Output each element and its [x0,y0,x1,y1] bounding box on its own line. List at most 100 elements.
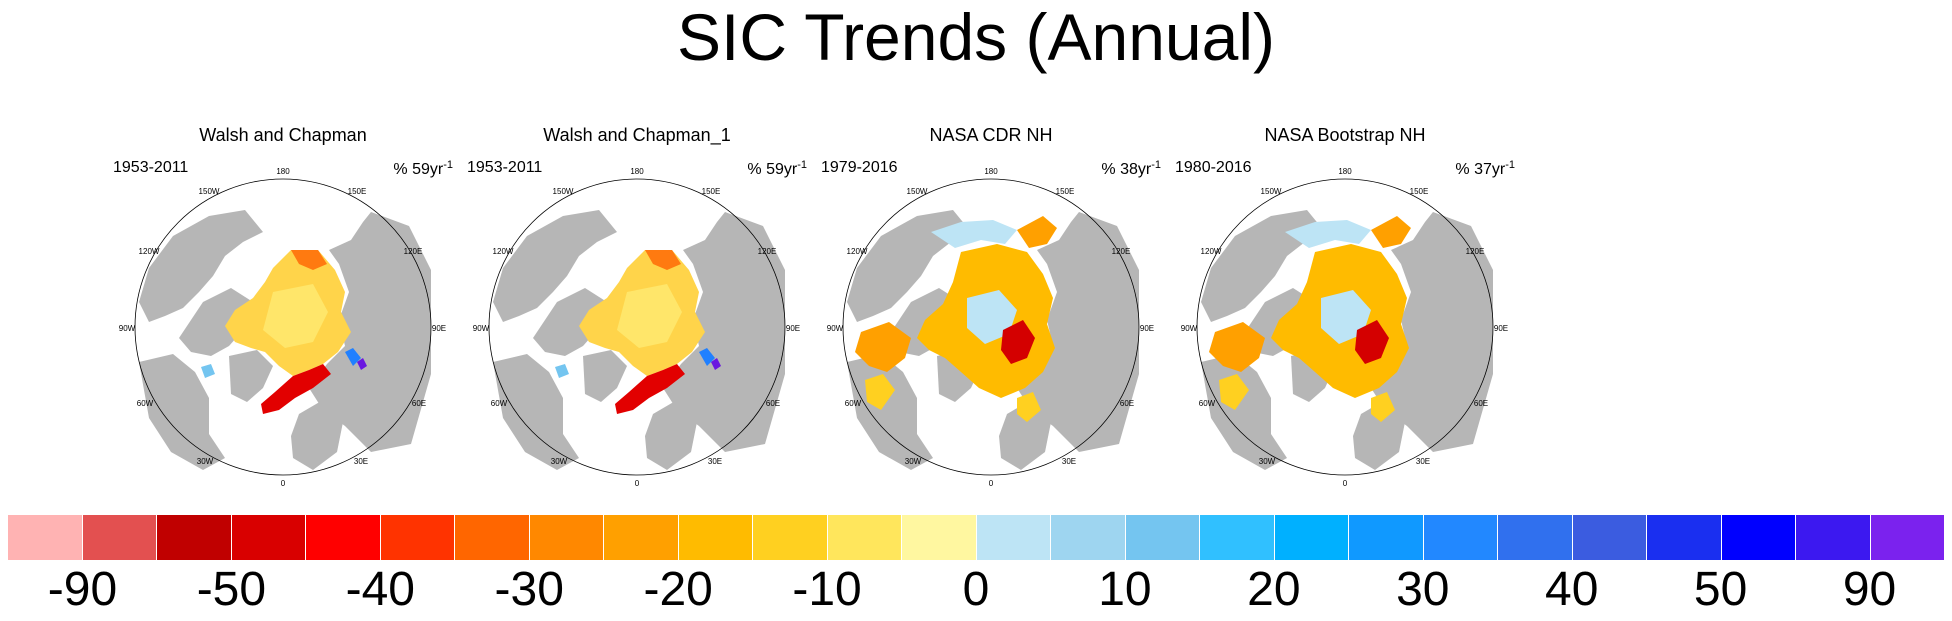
land-scandinavia [291,400,343,470]
colorbar-box-7 [529,515,604,560]
lon-label-90e: 90E [786,324,800,333]
colorbar-box-19 [1423,515,1498,560]
colorbar-box-15 [1125,515,1200,560]
lon-label-150w: 150W [907,187,928,196]
ice-red-sea [1355,320,1389,364]
panel-years: 1953-2011 [467,159,543,176]
lon-label-90w: 90W [827,324,844,333]
colorbar-label: 10 [1098,563,1152,616]
lon-label-0: 0 [281,479,286,488]
lon-label-0: 0 [635,479,640,488]
panel-units: % 38yr-1 [1101,156,1161,179]
lon-label-60e: 60E [412,399,426,408]
map-disk [134,178,432,476]
colorbar-labels: -90 -50 -40 -30 -20 -10 0 10 20 30 40 50 90 [8,562,1944,620]
ice-lightblue-arc [1285,220,1371,248]
map-disk [488,178,786,476]
lon-label-60e: 60E [1120,399,1134,408]
ice-blue-bay [555,364,569,378]
lon-label-30e: 30E [1062,457,1076,466]
ice-orange-north [1017,216,1057,248]
land-upper-left [493,210,617,322]
land-upper-right [663,212,785,452]
lon-label-120e: 120E [1112,247,1131,256]
panel-units-exponent: -1 [443,159,453,171]
lon-label-30e: 30E [1416,457,1430,466]
land-scandinavia [645,400,697,470]
panel-units-exponent: -1 [1151,159,1161,171]
land-greenland [583,350,627,402]
lon-label-30w: 30W [197,457,214,466]
lon-label-120e: 120E [404,247,423,256]
lon-label-120w: 120W [1201,247,1222,256]
panel-years: 1980-2016 [1175,159,1252,176]
panel-years: 1953-2011 [113,159,189,176]
colorbar-box-14 [1051,515,1126,560]
colorbar-box-13 [976,515,1051,560]
lon-label-150w: 150W [199,187,220,196]
panel-units-base: % 37yr [1455,161,1506,178]
colorbar-label: 40 [1544,563,1599,616]
lon-label-30w: 30W [905,457,922,466]
ice-purple-spot [357,358,367,370]
panel-units: % 59yr-1 [747,156,807,179]
colorbar-label: -20 [643,563,713,616]
map-panel-4: NASA Bootstrap NH 1980-2016 % 37yr-1 180… [1175,124,1515,488]
land-lower-left [493,354,579,470]
land-scandinavia [999,400,1051,470]
colorbar-box-21 [1572,515,1647,560]
colorbar-box-17 [1274,515,1349,560]
map-panel-3: NASA CDR NH 1979-2016 % 38yr-1 180 0 150… [821,124,1161,488]
lon-label-180: 180 [984,167,998,176]
ice-orange-bay [855,322,911,372]
colorbar-box-20 [1498,515,1573,560]
ice-yellow-bay [865,374,895,410]
map-panel-1: Walsh and Chapman 1953-2011 % 59yr-1 180… [113,124,453,488]
colorbar-box-16 [1200,515,1275,560]
colorbar-box-11 [827,515,902,560]
panel-units-base: % 59yr [393,161,444,178]
ice-red-sea [1001,320,1035,364]
colorbar-label: 30 [1396,563,1450,616]
map-disk [842,178,1140,476]
colorbar-label: -10 [792,563,862,616]
lon-label-60w: 60W [845,399,862,408]
panel-title: NASA CDR NH [929,125,1053,145]
lon-label-30w: 30W [551,457,568,466]
colorbar-box-9 [678,515,753,560]
colorbar-label: -90 [47,563,118,616]
ice-yellow-baltic [1017,392,1041,422]
colorbar-box-10 [753,515,828,560]
panel-title: NASA Bootstrap NH [1264,125,1426,145]
colorbar-label: 90 [1842,563,1897,616]
colorbar-box-0 [8,515,83,560]
lon-label-150e: 150E [702,187,721,196]
panel-units: % 59yr-1 [393,156,453,179]
lon-label-60w: 60W [491,399,508,408]
ice-yellow-bay [1219,374,1249,410]
map-disk [1196,178,1494,476]
lon-label-30e: 30E [354,457,368,466]
lon-label-30e: 30E [708,457,722,466]
lon-label-90e: 90E [1140,324,1154,333]
colorbar-label: 50 [1693,563,1748,616]
ice-blue-spot [345,348,361,366]
colorbar [8,515,1944,560]
ice-red-edge [261,364,331,414]
ice-red-edge [615,364,685,414]
land-upper-right [1371,212,1493,452]
land-upper-left [139,210,263,322]
colorbar-box-6 [455,515,530,560]
ice-orange-bay [1209,322,1265,372]
colorbar-label: -40 [345,563,415,616]
ice-lightblue-arc [931,220,1017,248]
land-greenland [229,350,273,402]
lon-label-150w: 150W [1261,187,1282,196]
lon-label-150w: 150W [553,187,574,196]
land-scandinavia [1353,400,1405,470]
ice-orange-north [291,250,327,270]
colorbar-label: -50 [196,563,267,616]
map-panel-2: Walsh and Chapman_1 1953-2011 % 59yr-1 1… [467,124,807,488]
lon-label-150e: 150E [1410,187,1429,196]
colorbar-label: -30 [494,563,564,616]
